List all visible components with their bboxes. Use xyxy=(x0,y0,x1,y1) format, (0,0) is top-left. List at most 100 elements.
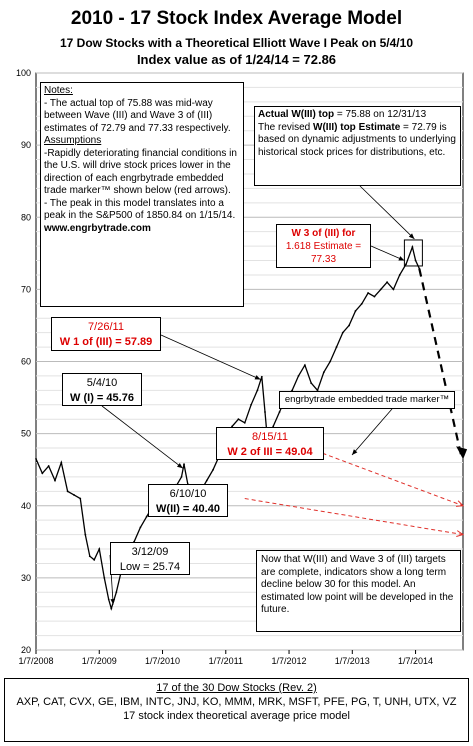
price-point xyxy=(243,421,246,424)
future-outlook-text: Now that W(III) and Wave 3 of (III) targ… xyxy=(261,554,454,615)
price-point xyxy=(348,324,351,327)
price-point xyxy=(392,288,395,291)
annotation-w1: 7/26/11 W 1 of (III) = 57.89 xyxy=(51,317,161,351)
notes-heading: Notes: xyxy=(44,85,73,96)
wI-label: W (I) = 45.76 xyxy=(70,392,134,404)
price-point xyxy=(379,288,382,291)
price-point xyxy=(79,497,82,500)
price-point xyxy=(205,479,208,482)
footer-caption: 17 stock index theoretical average price… xyxy=(123,710,350,722)
price-point xyxy=(180,476,183,478)
footer-box: 17 of the 30 Dow Stocks (Rev. 2) AXP, CA… xyxy=(4,678,469,742)
peak-highlight-box xyxy=(403,239,423,267)
price-point xyxy=(60,461,63,464)
website-link[interactable]: www.engrbytrade.com xyxy=(44,222,151,234)
y-tick-label: 50 xyxy=(21,429,31,439)
w3-line2: 1.618 Estimate = xyxy=(285,241,362,252)
footer-heading: 17 of the 30 Dow Stocks (Rev. 2) xyxy=(156,682,317,694)
trade-marker-text: engrbytrade embedded trade marker™ xyxy=(284,394,450,405)
assumptions-heading: Assumptions xyxy=(44,135,102,146)
w3-line3: 77.33 xyxy=(310,254,337,265)
x-tick-label: 1/7/2010 xyxy=(145,656,180,666)
leader-low-head xyxy=(110,598,116,605)
annotation-wI: 5/4/10 W (I) = 45.76 xyxy=(62,373,142,406)
price-point xyxy=(297,375,300,377)
y-tick-label: 70 xyxy=(21,284,31,294)
price-point xyxy=(310,382,313,385)
price-point xyxy=(212,468,215,471)
wII-date: 6/10/10 xyxy=(169,488,207,500)
price-point xyxy=(386,281,388,284)
annotation-w2: 8/15/11 W 2 of III = 49.04 xyxy=(216,427,324,460)
revised-label: W(III) top Estimate xyxy=(313,121,401,133)
w3-line1: W 3 of (III) for xyxy=(291,228,356,239)
notes-box: Notes: - The actual top of 75.88 was mid… xyxy=(40,82,244,307)
price-point xyxy=(411,246,414,248)
leader-w3 xyxy=(370,245,405,261)
price-point xyxy=(360,302,363,305)
price-point xyxy=(54,479,56,482)
price-point xyxy=(41,472,44,475)
price-point xyxy=(115,591,118,594)
trade-marker-arrowhead xyxy=(455,500,465,507)
price-point xyxy=(367,292,370,294)
price-point xyxy=(183,463,185,466)
leader-wI xyxy=(101,405,184,469)
price-point xyxy=(145,515,148,518)
wI-date: 5/4/10 xyxy=(86,377,118,389)
index-value-line: Index value as of 1/24/14 = 72.86 xyxy=(136,52,337,67)
leader-w1 xyxy=(160,334,261,380)
price-point xyxy=(73,494,75,496)
x-tick-label: 1/7/2008 xyxy=(18,656,53,666)
future-outlook-box: Now that W(III) and Wave 3 of (III) targ… xyxy=(256,550,461,632)
low-date: 3/12/09 xyxy=(131,546,169,558)
x-tick-label: 1/7/2012 xyxy=(272,656,307,666)
price-point xyxy=(66,490,69,493)
x-tick-label: 1/7/2011 xyxy=(209,656,243,666)
leader-trade-marker xyxy=(351,408,393,456)
y-tick-label: 100 xyxy=(16,68,31,78)
w1-date: 7/26/11 xyxy=(88,321,124,333)
revised-prefix: The revised xyxy=(258,121,314,133)
price-point xyxy=(110,607,113,610)
price-point xyxy=(278,411,281,413)
actual-top-box: Actual W(III) top = 75.88 on 12/31/13 Th… xyxy=(254,106,461,186)
annotation-wII: 6/10/10 W(II) = 40.40 xyxy=(148,484,228,517)
price-point xyxy=(47,465,50,467)
price-point xyxy=(303,364,306,367)
trade-marker-label: engrbytrade embedded trade marker™ xyxy=(279,391,455,409)
revised-text: = 72.79 is based on dynamic adjustments … xyxy=(258,121,456,158)
price-point xyxy=(260,375,263,378)
y-tick-label: 90 xyxy=(21,140,31,150)
price-point xyxy=(322,371,325,374)
price-point xyxy=(88,555,91,558)
leader-w3-head xyxy=(398,256,405,261)
actual-top-value: = 75.88 on 12/31/13 xyxy=(334,109,427,120)
chart-subtitle: 17 Dow Stocks with a Theoretical Elliott… xyxy=(59,36,413,50)
price-point xyxy=(335,346,338,348)
annotation-low: 3/12/09 Low = 25.74 xyxy=(110,542,190,575)
w1-label: W 1 of (III) = 57.89 xyxy=(59,336,153,348)
price-point xyxy=(405,263,407,266)
price-point xyxy=(316,389,319,392)
price-point xyxy=(231,425,234,428)
leader-wI-head xyxy=(176,463,183,469)
x-tick-label: 1/7/2014 xyxy=(398,656,433,666)
y-tick-label: 60 xyxy=(21,357,31,367)
wII-label: W(II) = 40.40 xyxy=(156,503,220,515)
price-point xyxy=(329,360,332,363)
low-label: Low = 25.74 xyxy=(119,561,181,573)
price-point xyxy=(98,548,101,550)
leader-w1-head xyxy=(254,375,261,380)
w2-date: 8/15/11 xyxy=(252,431,288,443)
price-point xyxy=(291,389,294,392)
leader-actual-top-head xyxy=(408,233,415,239)
notes-text-3: - The peak in this model translates into… xyxy=(44,197,236,222)
price-point xyxy=(237,418,240,421)
chart-title: 2010 - 17 Stock Index Average Model xyxy=(70,8,403,29)
notes-text-2: -Rapidly deteriorating financial conditi… xyxy=(44,147,237,197)
price-point xyxy=(250,403,252,406)
price-point xyxy=(256,389,259,392)
price-point xyxy=(35,457,37,460)
trade-marker-line xyxy=(244,498,464,536)
